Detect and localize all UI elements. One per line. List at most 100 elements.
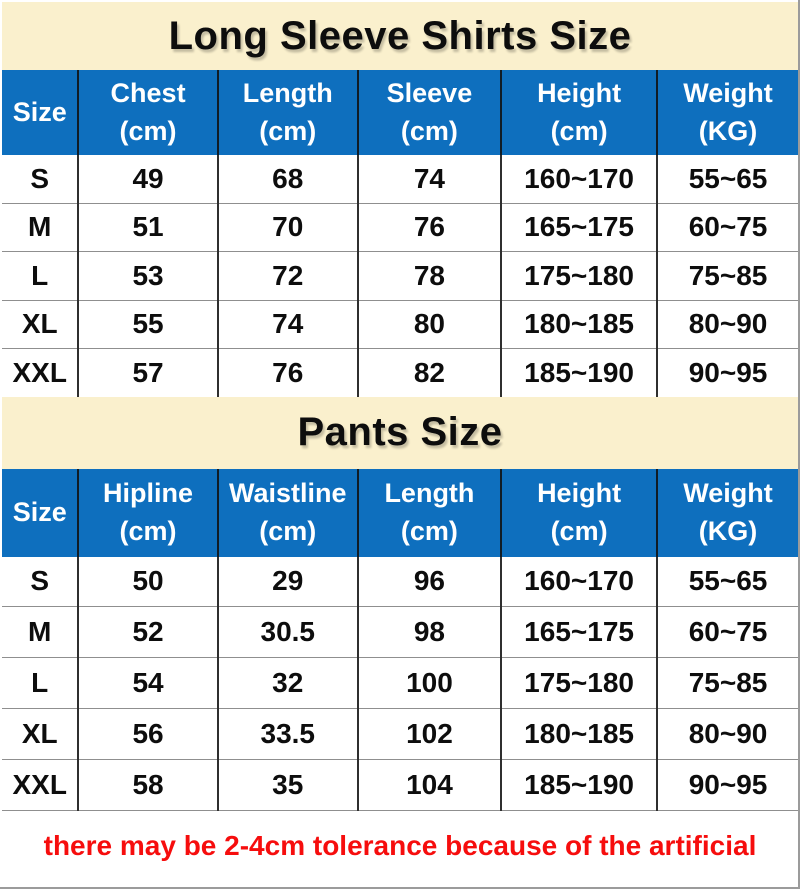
size-cell: XXL [2, 759, 79, 811]
table-cell: 74 [216, 300, 358, 349]
table-cell: 102 [356, 708, 502, 761]
header-cell: Length (cm) [216, 70, 358, 155]
table-cell: 72 [216, 251, 358, 301]
table-cell: 76 [216, 348, 358, 397]
table-cell: 58 [77, 759, 218, 811]
table-cell: 76 [356, 203, 502, 252]
header-cell: Weight (KG) [656, 70, 798, 155]
header-unit: (cm) [400, 515, 458, 546]
table-cell: 80~90 [656, 300, 798, 349]
table-cell: 50 [77, 556, 218, 608]
pants-size-table: Size Hipline (cm) Waistline (cm) Length (cm) He… [2, 468, 798, 811]
header-cell: Chest (cm) [77, 70, 218, 155]
table-cell: 175~180 [500, 657, 658, 710]
table-cell: 51 [77, 203, 218, 252]
table-cell: 165~175 [500, 606, 658, 659]
table-row: S 50 29 96 160~170 55~65 [2, 556, 798, 608]
table-cell: 90~95 [656, 348, 798, 397]
header-label: Height [537, 78, 622, 109]
size-cell: M [2, 203, 79, 252]
table-row: S 49 68 74 160~170 55~65 [2, 155, 798, 204]
table-cell: 70 [216, 203, 358, 252]
header-row: Size Chest (cm) Length (cm) Sleeve (cm) Height (… [2, 70, 798, 155]
size-cell: S [2, 556, 79, 608]
table-row: XL 55 74 80 180~185 80~90 [2, 300, 798, 349]
header-unit: (cm) [550, 115, 608, 146]
table-cell: 60~75 [656, 606, 798, 659]
table-cell: 55 [77, 300, 218, 349]
table-cell: 160~170 [500, 556, 658, 608]
table-cell: 35 [216, 759, 358, 811]
table-cell: 60~75 [656, 203, 798, 252]
pants-table-header: Size Hipline (cm) Waistline (cm) Length (cm) He… [2, 468, 798, 557]
header-label: Hipline [103, 478, 194, 509]
table-cell: 32 [216, 657, 358, 710]
size-cell: XXL [12, 356, 67, 388]
table-cell: 54 [77, 657, 218, 710]
size-cell: XL [2, 300, 79, 349]
header-label: Size [12, 496, 67, 527]
table-row: XL 56 33.5 102 180~185 80~90 [2, 708, 798, 761]
header-cell: Waistline (cm) [216, 468, 358, 557]
table-row: M 52 30.5 98 165~175 60~75 [2, 606, 798, 659]
table-cell: 57 [77, 348, 218, 397]
table-cell: 104 [356, 759, 502, 811]
pants-table-body: S 50 29 96 160~170 55~65 M 52 30.5 98 165~175 60~75… [2, 556, 798, 811]
header-cell: Length (cm) [356, 468, 502, 557]
table-cell: 30.5 [216, 606, 358, 659]
table-cell: 180~185 [500, 300, 658, 349]
header-cell: Height (cm) [500, 468, 658, 557]
table-cell: 55~65 [656, 155, 798, 204]
table-cell: 52 [77, 606, 218, 659]
table-cell: 68 [216, 155, 358, 204]
table-row: XXL 58 35 104 185~190 90~95 [2, 759, 798, 811]
header-label: Size [12, 96, 67, 127]
pants-table-title: Pants Size [2, 396, 798, 469]
table-cell: 175~180 [500, 251, 658, 301]
table-cell: 75~85 [656, 251, 798, 301]
size-cell: XL [2, 708, 79, 761]
shirts-table-header: Size Chest (cm) Length (cm) Sleeve (cm) Height (… [2, 70, 798, 155]
table-cell: 82 [356, 348, 502, 397]
header-unit: (KG) [698, 115, 758, 146]
table-row: L 53 72 78 175~180 75~85 [2, 251, 798, 301]
table-cell: 180~185 [500, 708, 658, 761]
size-cell: L [2, 657, 79, 710]
table-row: M 51 70 76 165~175 60~75 [2, 203, 798, 252]
shirts-table-title: Long Sleeve Shirts Size [2, 2, 798, 70]
table-cell: 33.5 [216, 708, 358, 761]
header-unit: (cm) [119, 515, 177, 546]
header-label: Length [242, 78, 333, 109]
header-unit: (cm) [259, 115, 317, 146]
header-unit: (cm) [119, 115, 177, 146]
shirts-size-table: Size Chest (cm) Length (cm) Sleeve (cm) Height (… [2, 70, 798, 397]
header-unit: (cm) [259, 515, 317, 546]
table-cell: 185~190 [500, 348, 658, 397]
table-cell: 100 [356, 657, 502, 710]
shirts-size-section: Long Sleeve Shirts Size Size Chest (cm) Len… [2, 2, 798, 397]
table-cell: 185~190 [500, 759, 658, 811]
header-cell: Sleeve (cm) [356, 70, 502, 155]
header-cell: Hipline (cm) [77, 468, 218, 557]
table-cell: 90~95 [656, 759, 798, 811]
table-cell: 29 [216, 556, 358, 608]
tolerance-note: there may be 2-4cm tolerance because of … [43, 830, 757, 862]
shirts-table-body: S 49 68 74 160~170 55~65 M 51 70 76 165~175 60~75 L 5… [2, 155, 798, 397]
table-cell: 75~85 [656, 657, 798, 710]
table-cell: 55~65 [656, 556, 798, 608]
table-cell: 56 [77, 708, 218, 761]
header-unit: (cm) [400, 115, 458, 146]
header-row: Size Hipline (cm) Waistline (cm) Length (cm) He… [2, 468, 798, 557]
table-cell: 74 [356, 155, 502, 204]
header-label: Weight [683, 78, 773, 109]
header-label: Length [384, 478, 475, 509]
size-cell: S [2, 155, 79, 204]
size-cell: M [2, 606, 79, 659]
table-cell: 165~175 [500, 203, 658, 252]
header-cell: Height (cm) [500, 70, 658, 155]
header-cell: Size [2, 70, 79, 155]
size-cell: L [2, 251, 79, 301]
pants-size-section: Pants Size Size Hipline (cm) Waistline (cm) L… [2, 396, 798, 811]
table-cell: 53 [77, 251, 218, 301]
